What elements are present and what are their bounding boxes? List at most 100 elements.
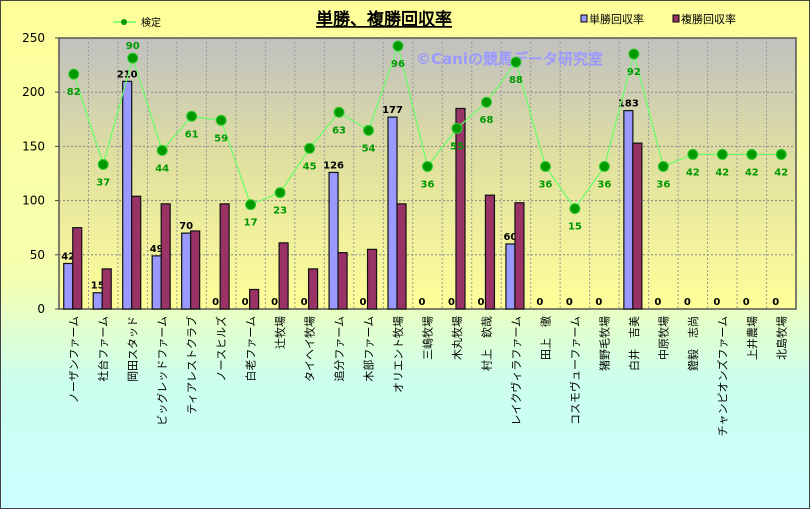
line-data-label: 42: [715, 167, 729, 178]
line-data-label: 96: [391, 59, 405, 70]
bar-data-label: 15: [91, 281, 105, 292]
x-tick-label: ノースヒルズ: [214, 316, 228, 381]
line-marker: [97, 158, 109, 170]
line-marker: [68, 68, 80, 80]
y-tick-label: 50: [30, 248, 45, 262]
bar-win: [181, 232, 192, 310]
legend: 検定 単勝回収率 複勝回収率: [113, 12, 736, 29]
bar-place: [514, 202, 525, 310]
x-tick-label: 木丸牧場: [450, 316, 464, 360]
legend-line-marker: [121, 19, 127, 25]
bar-place: [219, 203, 230, 310]
x-tick-label: 辻牧場: [273, 316, 287, 349]
bar-data-label: 0: [242, 297, 249, 308]
x-tick-label: 猪野毛牧場: [597, 316, 611, 371]
bar-data-label: 0: [360, 297, 367, 308]
bar-data-label: 0: [271, 297, 278, 308]
line-data-label: 37: [96, 177, 110, 188]
x-tick-label: 白老ファーム: [244, 316, 258, 382]
bar-place: [307, 268, 319, 310]
line-marker: [687, 148, 699, 160]
line-data-label: 55: [450, 141, 464, 152]
x-tick-label: タイヘイ牧場: [303, 316, 317, 382]
grid: [59, 38, 796, 309]
line-data-label: 15: [568, 222, 582, 233]
bar-place: [131, 195, 142, 310]
line-marker: [746, 148, 758, 160]
line-data-label: 59: [214, 133, 228, 144]
line-marker: [451, 122, 463, 134]
line-data-label: 42: [745, 167, 759, 178]
line-marker: [775, 148, 787, 160]
line-data-label: 42: [686, 167, 700, 178]
legend-label: 単勝回収率: [589, 12, 644, 26]
line-series-group: 82 37 90 44 61 59 17 23 45 63 54 96 36 55 68 88 36 15 36 92…: [67, 40, 788, 233]
line-data-label: 68: [479, 115, 493, 126]
bar-data-label: 177: [382, 105, 403, 116]
bar-data-label: 126: [323, 160, 344, 171]
line-data-label: 90: [126, 41, 140, 52]
line-marker: [363, 124, 375, 136]
x-tick-label: 社台ファーム: [96, 316, 110, 382]
bar-win: [505, 243, 516, 310]
line-data-label: 36: [421, 179, 435, 190]
line-marker: [716, 148, 728, 160]
line-marker: [628, 48, 640, 60]
bar-place: [337, 252, 348, 310]
bars: 42 15 210 49 70 0 0 0 0 126 0 177 0 0 0 60 0 0 0 183 0 0 0 0 0: [61, 69, 779, 310]
bar-win: [92, 292, 103, 310]
x-tick-label: ノーザンファーム: [68, 316, 81, 403]
line-marker: [333, 106, 345, 118]
line-marker: [422, 160, 433, 172]
line-marker: [127, 52, 139, 64]
x-tick-label: ティアレストクラブ: [185, 316, 199, 414]
line-data-label: 61: [185, 129, 199, 140]
line-marker: [392, 40, 404, 52]
line-marker: [480, 96, 492, 108]
line-marker: [274, 187, 286, 199]
line-data-label: 23: [273, 206, 287, 217]
x-tick-label: ビッグレッドファーム: [155, 316, 169, 426]
bar-win: [328, 171, 339, 310]
bar-place: [72, 227, 83, 310]
bar-data-label: 0: [566, 297, 573, 308]
x-tick-label: 岡田スタッド: [127, 316, 140, 382]
bar-data-label: 42: [61, 251, 75, 262]
line-data-label: 82: [67, 87, 81, 98]
x-tick-label: 中原牧場: [656, 316, 670, 360]
bar-data-label: 0: [536, 297, 543, 308]
bar-data-label: 0: [301, 297, 308, 308]
bar-place: [278, 242, 289, 310]
bar-data-label: 60: [503, 232, 517, 243]
bar-data-label: 49: [150, 244, 164, 255]
line-marker: [304, 142, 316, 154]
line-marker: [598, 160, 610, 172]
line-data-label: 92: [627, 67, 641, 78]
x-tick-label: 鐙毅 志尚: [686, 316, 700, 371]
bar-data-label: 0: [448, 297, 455, 308]
bar-data-label: 0: [743, 297, 750, 308]
line-marker: [186, 110, 198, 122]
y-axis: 0 50 100 150 200 250: [22, 31, 59, 316]
bar-win: [122, 80, 133, 310]
x-tick-label: 白井 吉美: [627, 316, 641, 371]
line-marker: [156, 144, 168, 156]
bar-win: [387, 116, 398, 310]
legend-label: 検定: [141, 16, 161, 29]
bar-data-label: 70: [179, 221, 193, 232]
x-tick-label: チャンピオンズファーム: [715, 316, 729, 436]
legend-swatch: [672, 14, 680, 23]
line-data-label: 17: [244, 218, 258, 229]
line-marker: [245, 199, 257, 211]
x-tick-label: 村上 欽哉: [479, 316, 493, 371]
bar-data-label: 210: [117, 69, 138, 80]
y-tick-label: 0: [37, 302, 45, 316]
bar-data-label: 183: [618, 99, 639, 110]
bar-win: [151, 255, 162, 310]
x-tick-label: オリエント牧場: [391, 316, 405, 393]
bar-place: [455, 107, 466, 310]
y-tick-label: 200: [22, 85, 45, 99]
watermark: ©Caniの競馬データ研究室: [416, 50, 603, 68]
x-tick-label: 上井農場: [745, 316, 759, 360]
